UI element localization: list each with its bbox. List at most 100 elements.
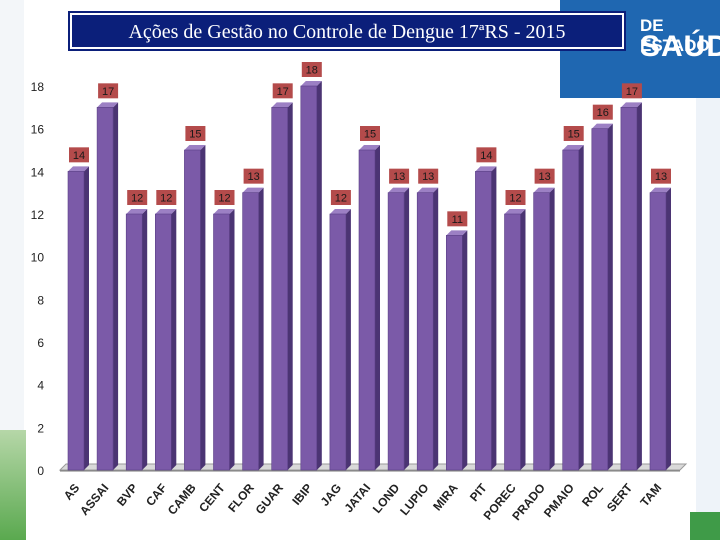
bar-top xyxy=(359,145,380,150)
bar xyxy=(387,192,405,471)
y-tick-label: 12 xyxy=(31,208,45,222)
data-label: 14 xyxy=(73,150,85,162)
bar-side xyxy=(142,209,148,470)
x-tick-label: SERT xyxy=(604,480,636,514)
data-label: 15 xyxy=(568,129,580,141)
bar-top xyxy=(562,145,584,150)
x-tick-label: JAG xyxy=(318,481,345,509)
bar xyxy=(504,213,521,471)
bar xyxy=(155,213,172,471)
x-tick-label: LUPIO xyxy=(397,481,431,518)
bar xyxy=(358,149,376,471)
brand-line-2: SAÚDE xyxy=(640,30,720,63)
bar-top xyxy=(300,81,322,86)
bar-side xyxy=(462,230,468,470)
bar xyxy=(329,213,347,471)
data-label-box xyxy=(621,83,642,99)
x-tick-label: IBIP xyxy=(289,481,315,508)
data-label-box xyxy=(360,126,380,141)
data-label: 11 xyxy=(452,214,463,226)
bar-top xyxy=(97,102,119,108)
x-tick-label: CENT xyxy=(196,480,228,515)
x-tick-label: CAF xyxy=(143,481,170,509)
bar xyxy=(242,192,259,471)
x-tick-label: GUAR xyxy=(253,481,287,517)
data-label-box xyxy=(418,168,439,184)
bar-side xyxy=(549,187,555,470)
data-label: 12 xyxy=(160,193,172,205)
bar-top xyxy=(475,166,497,172)
green-decor-left xyxy=(0,430,26,540)
x-tick-label: ROL xyxy=(579,481,606,509)
bar xyxy=(445,235,463,471)
bar-top xyxy=(388,187,410,193)
data-label: 17 xyxy=(102,86,114,98)
bar-side xyxy=(113,102,119,470)
bar-top xyxy=(213,209,235,214)
y-tick-label: 10 xyxy=(31,251,45,265)
data-label-box xyxy=(185,126,206,141)
data-label-box xyxy=(505,190,526,205)
data-label-box xyxy=(214,190,235,205)
x-tick-label: MIRA xyxy=(430,481,461,514)
data-label-box xyxy=(69,147,89,163)
data-label-box xyxy=(98,83,119,99)
data-label-box xyxy=(534,168,555,184)
bar-top xyxy=(271,102,293,108)
data-label: 13 xyxy=(655,171,667,183)
data-label: 15 xyxy=(189,129,201,141)
data-label-box xyxy=(389,168,410,184)
right-decor-strip xyxy=(696,98,720,540)
data-label: 13 xyxy=(538,171,550,183)
bar xyxy=(271,107,289,471)
data-label: 13 xyxy=(393,171,405,183)
bar xyxy=(300,85,318,471)
bar-side xyxy=(287,102,293,470)
data-label: 17 xyxy=(277,86,289,98)
bar-side xyxy=(491,166,497,471)
data-label-box xyxy=(592,104,613,120)
bar xyxy=(649,192,667,471)
bar-side xyxy=(607,123,613,471)
bar-top xyxy=(242,187,264,193)
bar-side xyxy=(171,209,177,470)
bar xyxy=(96,107,114,471)
data-label-box xyxy=(243,168,264,184)
data-label: 13 xyxy=(422,171,434,183)
x-tick-label: PMAIO xyxy=(541,481,577,520)
bar-top xyxy=(446,230,468,236)
green-decor-right xyxy=(690,512,720,540)
x-tick-label: JATAI xyxy=(341,481,373,515)
bar-side xyxy=(666,187,671,470)
data-label: 12 xyxy=(131,193,143,205)
data-label: 13 xyxy=(247,171,259,183)
bar xyxy=(533,192,550,471)
x-tick-label: TAM xyxy=(637,481,664,509)
bar-top xyxy=(329,209,351,214)
x-tick-label: AS xyxy=(61,481,82,503)
y-tick-label: 16 xyxy=(31,123,45,137)
bar-top xyxy=(533,187,555,193)
bar-top xyxy=(650,187,671,193)
bar-top xyxy=(620,102,642,108)
data-label: 12 xyxy=(335,193,347,205)
x-tick-label: ASSAI xyxy=(77,481,111,518)
bar-top xyxy=(126,209,148,214)
bar-side xyxy=(520,209,526,470)
bar-side xyxy=(375,145,380,470)
brand-line-1: DE ESTADO xyxy=(640,16,710,55)
chart-title: Ações de Gestão no Controle de Dengue 17… xyxy=(128,21,566,43)
bar-side xyxy=(404,187,410,470)
bar-side xyxy=(578,145,584,470)
data-label: 12 xyxy=(218,193,230,205)
bar-side xyxy=(229,209,235,470)
bar xyxy=(591,128,609,471)
y-tick-label: 6 xyxy=(37,336,44,350)
data-label-box xyxy=(447,211,468,227)
bar-top xyxy=(417,187,439,193)
data-label-box xyxy=(272,83,293,99)
data-label: 18 xyxy=(306,65,318,77)
x-tick-label: FLOR xyxy=(225,481,257,515)
